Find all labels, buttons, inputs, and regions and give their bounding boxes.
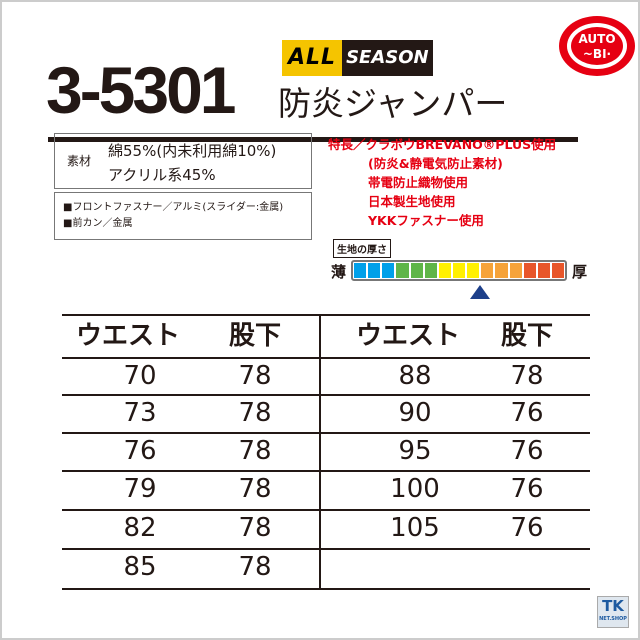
header-inseam: 股下	[500, 321, 553, 351]
thickness-segment	[551, 263, 565, 278]
all-season-badge: ALL SEASON	[282, 40, 433, 76]
waist-cell: 105	[390, 513, 440, 543]
inseam-cell: 78	[238, 398, 272, 428]
thickness-segment	[523, 263, 536, 278]
material-line-2: アクリル系45%	[108, 166, 216, 184]
inseam-cell: 76	[510, 436, 544, 466]
table-rule	[62, 357, 590, 359]
header-waist: ウエスト	[355, 321, 460, 351]
material-label: 素材	[67, 154, 92, 168]
parts-box: ■フロントファスナー／アルミ(スライダー:金属) ■前カン／金属	[54, 192, 312, 240]
waist-cell: 82	[123, 513, 157, 543]
inseam-cell: 76	[510, 513, 544, 543]
table-rule	[62, 394, 590, 396]
badge-all: ALL	[282, 40, 343, 76]
feature-item: YKKファスナー使用	[368, 213, 484, 228]
thickness-indicator-icon	[470, 285, 491, 299]
waist-cell: 73	[123, 398, 157, 428]
brand-logo: AUTO ~BI·	[559, 16, 635, 76]
waist-cell: 100	[390, 474, 440, 504]
features-list: 特長／クラボウBREVANO®PLUS使用 (防炎&静電気防止素材) 帯電防止織…	[328, 135, 556, 230]
thin-label: 薄	[331, 263, 347, 281]
thickness-segment	[354, 263, 367, 278]
feature-item: 帯電防止織物使用	[368, 175, 469, 190]
feature-item: 特長／クラボウBREVANO®PLUS使用	[328, 137, 557, 152]
waist-cell: 85	[123, 552, 157, 582]
waist-cell: 95	[398, 436, 432, 466]
title-divider	[48, 137, 578, 142]
thickness-segment	[424, 263, 437, 278]
thickness-segment	[481, 263, 494, 278]
product-name: 防炎ジャンパー	[278, 84, 508, 123]
thickness-label: 生地の厚さ	[333, 239, 391, 258]
badge-season: SEASON	[342, 40, 433, 76]
thickness-segment	[509, 263, 522, 278]
table-rule	[62, 588, 590, 590]
waist-cell: 90	[398, 398, 432, 428]
shop-logo-main: TK	[602, 597, 624, 615]
thickness-segment	[452, 263, 466, 278]
parts-item: ■前カン／金属	[63, 218, 133, 229]
inseam-cell: 78	[238, 552, 272, 582]
waist-cell: 79	[123, 474, 157, 504]
inseam-cell: 78	[510, 361, 544, 391]
material-line-1: 綿55%(内未利用綿10%)	[108, 142, 277, 160]
thickness-segment	[396, 263, 409, 278]
inseam-cell: 76	[510, 474, 544, 504]
shop-logo: TK NET.SHOP	[597, 596, 629, 628]
svg-text:AUTO: AUTO	[578, 32, 615, 46]
thickness-segment	[438, 263, 451, 278]
material-box: 素材 綿55%(内未利用綿10%) アクリル系45%	[54, 133, 312, 189]
table-rule	[62, 548, 590, 550]
table-rule	[62, 432, 590, 434]
header-waist: ウエスト	[75, 321, 180, 351]
inseam-cell: 78	[238, 436, 272, 466]
waist-cell: 76	[123, 436, 157, 466]
thickness-scale	[351, 260, 567, 281]
header-inseam: 股下	[228, 321, 281, 351]
table-rule	[62, 470, 590, 472]
feature-item: 日本製生地使用	[368, 194, 456, 209]
thickness-segment	[495, 263, 508, 278]
thickness-segment	[410, 263, 423, 278]
inseam-cell: 78	[238, 474, 272, 504]
shop-logo-sub: NET.SHOP	[599, 616, 627, 622]
inseam-cell: 78	[238, 361, 272, 391]
svg-text:~BI·: ~BI·	[583, 47, 611, 61]
thickness-segment	[537, 263, 550, 278]
thickness-segment	[368, 263, 381, 278]
parts-item: ■フロントファスナー／アルミ(スライダー:金属)	[63, 202, 284, 213]
thickness-segment	[382, 263, 395, 278]
table-rule	[62, 314, 590, 316]
table-rule	[62, 509, 590, 511]
inseam-cell: 78	[238, 513, 272, 543]
waist-cell: 88	[398, 361, 432, 391]
feature-item: (防炎&静電気防止素材)	[368, 156, 503, 171]
thick-label: 厚	[572, 263, 588, 281]
waist-cell: 70	[123, 361, 157, 391]
model-number: 3-5301	[46, 53, 237, 127]
inseam-cell: 76	[510, 398, 544, 428]
thickness-segment	[467, 263, 480, 278]
table-divider	[319, 315, 321, 589]
